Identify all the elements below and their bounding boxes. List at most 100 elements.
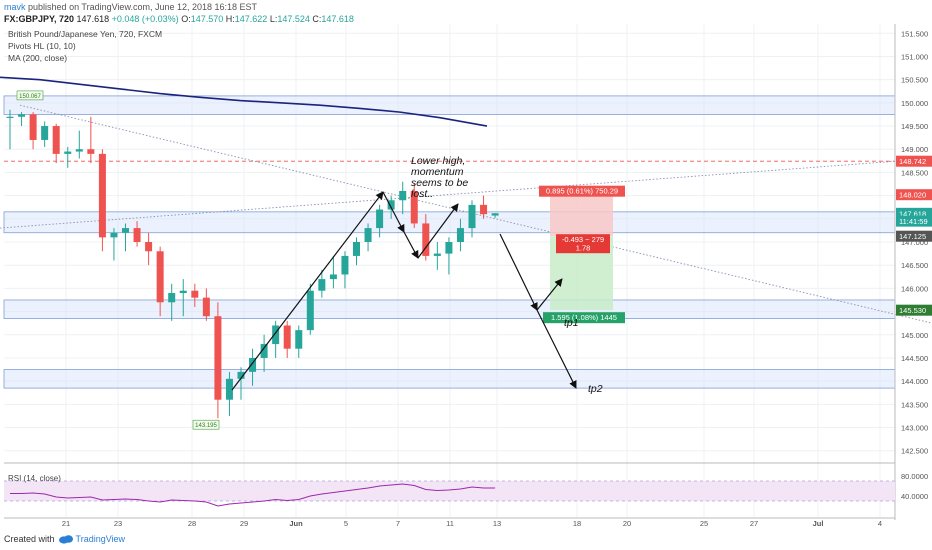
rsi-pane[interactable]: RSI (14, close) 80.0000 40.0000 bbox=[4, 462, 928, 507]
time-tick-label: 13 bbox=[493, 519, 501, 528]
candle-body bbox=[214, 316, 222, 400]
candle-body bbox=[75, 149, 83, 152]
candle bbox=[399, 181, 407, 215]
rsi-tick-label: 40.0000 bbox=[901, 492, 928, 501]
time-tick-label: 20 bbox=[623, 519, 631, 528]
annotation-text: Lower high, bbox=[411, 155, 465, 167]
candle-body bbox=[387, 200, 395, 210]
price-tag-box bbox=[896, 304, 932, 316]
candle bbox=[87, 116, 95, 164]
candle bbox=[133, 221, 141, 247]
candles bbox=[6, 109, 499, 419]
candle-body bbox=[87, 149, 95, 154]
chart-legend: British Pound/Japanese Yen, 720, FXCM Pi… bbox=[8, 29, 162, 63]
candle-body bbox=[237, 371, 245, 379]
price-tag-label: 147.125 bbox=[899, 232, 926, 241]
price-axis[interactable]: 151.500 151.000 150.500 150.000 149.500 149.0… bbox=[894, 24, 928, 520]
price-tick-label: 150.000 bbox=[901, 99, 928, 108]
candle-body bbox=[295, 330, 303, 349]
projection-arrow bbox=[499, 233, 538, 311]
candle bbox=[468, 200, 476, 238]
price-tag-label: 145.530 bbox=[899, 306, 926, 315]
candle bbox=[179, 279, 187, 317]
candle-body bbox=[122, 228, 129, 233]
price-tag-box bbox=[896, 189, 932, 201]
time-tick-label: 25 bbox=[700, 519, 708, 528]
time-tick-label: 11 bbox=[446, 519, 454, 528]
price-tick-label: 151.000 bbox=[901, 52, 928, 61]
candle-body bbox=[64, 151, 72, 154]
price-tick-label: 146.500 bbox=[901, 261, 928, 270]
projection-arrow bbox=[231, 191, 384, 391]
candle-body bbox=[156, 251, 164, 303]
price-tick-label: 147.000 bbox=[901, 238, 928, 247]
pivot-label: 143.195 bbox=[195, 423, 217, 429]
candle-body bbox=[29, 114, 37, 140]
last-price: 147.618 bbox=[76, 14, 110, 24]
pivot-label-box bbox=[192, 419, 220, 430]
candle bbox=[249, 348, 257, 386]
candle-body bbox=[168, 293, 176, 303]
candle-body bbox=[225, 378, 233, 400]
publish-text: published on TradingView.com, June 12, 2… bbox=[28, 2, 258, 12]
candle bbox=[456, 218, 464, 252]
price-tag-box bbox=[896, 215, 932, 227]
projection-arrows bbox=[231, 191, 577, 391]
risk-reward-label: 1.78 bbox=[576, 244, 591, 253]
time-axis[interactable]: 21 23 28 29 Jun 5 7 11 13 18 20 25 27 Jul 4 bbox=[4, 517, 895, 528]
price-tick-label: 151.500 bbox=[901, 29, 928, 38]
ma-200-path bbox=[0, 76, 488, 127]
candle bbox=[41, 121, 49, 147]
support-resistance-zone bbox=[3, 299, 896, 319]
candle-body bbox=[433, 253, 441, 256]
author-link[interactable]: mavk bbox=[4, 2, 26, 12]
price-tick-label: 143.500 bbox=[901, 400, 928, 409]
annotation-text: momentum bbox=[411, 166, 464, 178]
price-tick-label: 144.500 bbox=[901, 354, 928, 363]
candle bbox=[480, 195, 488, 219]
candle-body bbox=[341, 255, 349, 275]
candle-body bbox=[445, 242, 453, 254]
price-tag-label: 11:41:59 bbox=[899, 217, 928, 226]
price-tag-box bbox=[896, 155, 932, 167]
projection-arrow bbox=[382, 191, 405, 233]
price-tick-label: 145.000 bbox=[901, 331, 928, 340]
high-value: 147.622 bbox=[234, 14, 268, 24]
time-tick-label: 28 bbox=[188, 519, 196, 528]
candle bbox=[156, 246, 164, 317]
candle-body bbox=[306, 290, 314, 331]
candle-body bbox=[110, 232, 118, 238]
annotation-text: seems to be bbox=[411, 177, 468, 189]
support-resistance-zone bbox=[3, 95, 896, 115]
annotation-text: lost.. bbox=[411, 188, 433, 200]
chart-title: British Pound/Japanese Yen, 720, FXCM bbox=[8, 29, 162, 39]
candle-body bbox=[410, 190, 418, 224]
candle-body bbox=[179, 290, 187, 294]
candle-body bbox=[272, 325, 280, 345]
ohlc-header: FX:GBPJPY, 720 147.618 +0.048 (+0.03%) O… bbox=[4, 14, 354, 24]
candle bbox=[422, 214, 430, 261]
price-tick-label: 148.500 bbox=[901, 168, 928, 177]
candle bbox=[6, 109, 14, 150]
footer: Created with TradingView bbox=[4, 534, 125, 544]
stop-label: 0.895 (0.61%) 750.29 bbox=[546, 187, 618, 196]
time-tick-label: 27 bbox=[750, 519, 758, 528]
publish-info: mavk published on TradingView.com, June … bbox=[4, 2, 257, 12]
symbol: FX:GBPJPY, 720 bbox=[4, 14, 75, 24]
trendlines bbox=[0, 104, 932, 324]
tradingview-logo[interactable]: TradingView bbox=[58, 534, 125, 544]
pnl-label-box bbox=[556, 234, 610, 254]
candle bbox=[341, 251, 349, 289]
price-tag-box bbox=[896, 207, 932, 219]
price-tag-box bbox=[896, 230, 932, 242]
candle-body bbox=[18, 114, 26, 117]
candle bbox=[145, 232, 153, 266]
pivot-label-box bbox=[16, 90, 44, 101]
price-tick-label: 150.500 bbox=[901, 76, 928, 85]
created-with: Created with bbox=[4, 534, 55, 544]
rsi-line bbox=[10, 483, 496, 507]
low-label: L: bbox=[269, 14, 278, 24]
